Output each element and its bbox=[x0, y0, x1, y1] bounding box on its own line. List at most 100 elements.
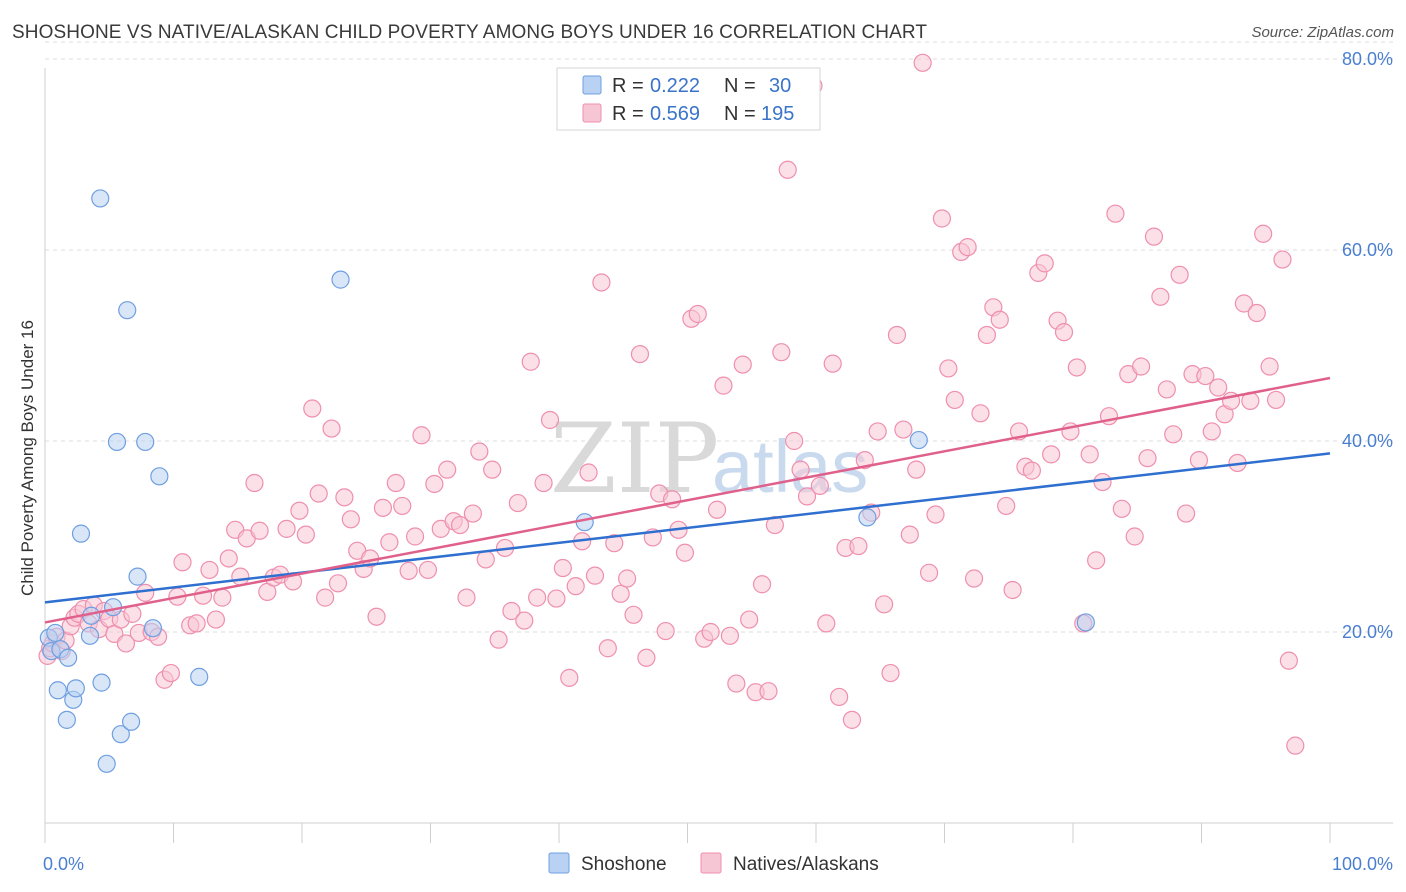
point-natives-alaskans bbox=[508, 493, 527, 513]
point-natives-alaskans bbox=[855, 451, 874, 470]
point-natives-alaskans bbox=[598, 639, 617, 658]
series-natives-alaskans bbox=[38, 53, 1305, 755]
point-natives-alaskans bbox=[1273, 250, 1292, 269]
point-natives-alaskans bbox=[367, 607, 386, 626]
point-natives-alaskans bbox=[1003, 580, 1022, 600]
point-natives-alaskans bbox=[1151, 287, 1170, 306]
point-shoshone bbox=[143, 619, 163, 638]
point-natives-alaskans bbox=[932, 209, 952, 228]
point-shoshone bbox=[1076, 613, 1095, 632]
point-natives-alaskans bbox=[887, 325, 907, 345]
point-natives-alaskans bbox=[1189, 451, 1209, 470]
point-natives-alaskans bbox=[637, 648, 656, 667]
point-natives-alaskans bbox=[399, 561, 418, 580]
point-natives-alaskans bbox=[309, 484, 328, 503]
legend-top: R = 0.222 N = 30 R = 0.569 N = 195 bbox=[556, 67, 821, 131]
point-natives-alaskans bbox=[450, 515, 470, 535]
trend-lines bbox=[44, 376, 1331, 624]
point-natives-alaskans bbox=[817, 614, 836, 633]
point-natives-alaskans bbox=[547, 589, 566, 608]
point-natives-alaskans bbox=[727, 674, 746, 693]
point-natives-alaskans bbox=[688, 304, 707, 324]
point-natives-alaskans bbox=[714, 376, 733, 395]
point-natives-alaskans bbox=[1087, 551, 1106, 570]
point-natives-alaskans bbox=[997, 496, 1016, 516]
point-natives-alaskans bbox=[900, 525, 919, 544]
point-natives-alaskans bbox=[200, 560, 219, 580]
point-natives-alaskans bbox=[958, 238, 977, 257]
point-natives-alaskans bbox=[605, 534, 624, 553]
point-natives-alaskans bbox=[772, 343, 791, 362]
point-natives-alaskans bbox=[335, 488, 354, 507]
point-natives-alaskans bbox=[1260, 357, 1279, 376]
point-natives-alaskans bbox=[894, 420, 913, 439]
point-natives-alaskans bbox=[136, 583, 155, 602]
point-natives-alaskans bbox=[425, 474, 444, 494]
point-natives-alaskans bbox=[540, 410, 560, 430]
watermark-zip: ZIP bbox=[550, 403, 719, 515]
point-natives-alaskans bbox=[231, 567, 250, 586]
point-natives-alaskans bbox=[740, 610, 759, 629]
point-natives-alaskans bbox=[849, 536, 868, 556]
x-tick-label: 0.0% bbox=[43, 854, 84, 874]
point-natives-alaskans bbox=[322, 419, 341, 438]
point-shoshone bbox=[92, 673, 111, 692]
point-natives-alaskans bbox=[752, 575, 772, 594]
point-natives-alaskans bbox=[206, 610, 226, 629]
point-shoshone bbox=[331, 270, 350, 289]
point-shoshone bbox=[71, 524, 91, 543]
point-natives-alaskans bbox=[759, 682, 778, 701]
point-natives-alaskans bbox=[1132, 357, 1151, 376]
point-natives-alaskans bbox=[373, 498, 393, 517]
point-natives-alaskans bbox=[1035, 254, 1054, 273]
point-natives-alaskans bbox=[566, 577, 585, 596]
point-natives-alaskans bbox=[173, 553, 192, 572]
point-natives-alaskans bbox=[418, 560, 438, 580]
legend-swatch-natives bbox=[582, 103, 602, 123]
point-natives-alaskans bbox=[457, 588, 476, 607]
point-natives-alaskans bbox=[1067, 358, 1086, 377]
point-natives-alaskans bbox=[618, 569, 637, 588]
point-natives-alaskans bbox=[913, 53, 932, 72]
point-natives-alaskans bbox=[412, 426, 431, 445]
point-natives-alaskans bbox=[630, 344, 650, 364]
legend-bottom-label-natives: Natives/Alaskans bbox=[733, 854, 879, 875]
point-natives-alaskans bbox=[463, 504, 483, 523]
point-shoshone bbox=[46, 623, 65, 643]
y-tick-label: 40.0% bbox=[1342, 431, 1393, 451]
legend-n-value-2: 195 bbox=[761, 103, 794, 125]
point-shoshone bbox=[150, 467, 169, 486]
point-natives-alaskans bbox=[1209, 378, 1228, 397]
point-natives-alaskans bbox=[515, 611, 534, 630]
point-natives-alaskans bbox=[868, 422, 887, 441]
point-natives-alaskans bbox=[611, 584, 630, 603]
point-natives-alaskans bbox=[489, 630, 508, 649]
point-shoshone bbox=[909, 430, 928, 450]
tick-labels: 20.0% 40.0% 60.0% 80.0% 0.0% 100.0% bbox=[43, 49, 1393, 874]
point-natives-alaskans bbox=[470, 442, 489, 461]
point-natives-alaskans bbox=[785, 431, 804, 451]
chart-source: Source: ZipAtlas.com bbox=[1251, 24, 1394, 41]
legend-n-label-2: N = bbox=[724, 103, 756, 125]
point-natives-alaskans bbox=[219, 549, 238, 568]
point-natives-alaskans bbox=[720, 626, 740, 645]
point-natives-alaskans bbox=[585, 566, 605, 585]
point-shoshone bbox=[858, 508, 877, 527]
point-natives-alaskans bbox=[405, 527, 425, 546]
point-natives-alaskans bbox=[1054, 323, 1074, 342]
point-shoshone bbox=[118, 301, 137, 320]
point-natives-alaskans bbox=[701, 622, 720, 642]
point-shoshone bbox=[97, 754, 116, 773]
point-natives-alaskans bbox=[245, 473, 264, 493]
point-natives-alaskans bbox=[971, 404, 990, 423]
point-natives-alaskans bbox=[1022, 461, 1041, 480]
point-natives-alaskans bbox=[733, 355, 752, 374]
chart-title: SHOSHONE VS NATIVE/ALASKAN CHILD POVERTY… bbox=[12, 22, 928, 43]
point-natives-alaskans bbox=[386, 473, 405, 493]
axes bbox=[44, 68, 1393, 843]
point-natives-alaskans bbox=[1138, 449, 1157, 468]
point-shoshone bbox=[190, 667, 209, 686]
point-shoshone bbox=[107, 432, 127, 452]
point-shoshone bbox=[59, 648, 78, 667]
